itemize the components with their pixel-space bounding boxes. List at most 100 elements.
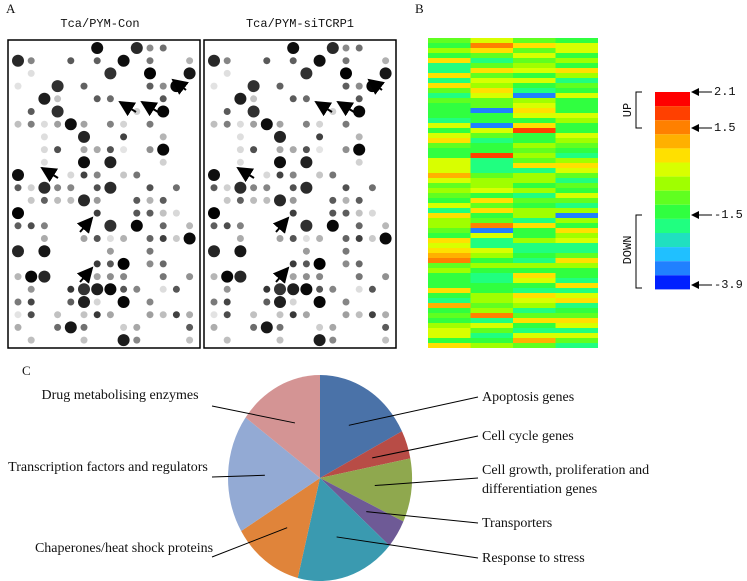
blot-spot <box>80 120 88 128</box>
blot-spot <box>289 57 297 65</box>
blot-spot <box>14 298 22 306</box>
blot-spot <box>93 196 101 204</box>
blot-spot <box>106 260 114 268</box>
blot-spot <box>27 184 35 192</box>
heat-cell <box>555 158 598 163</box>
blot-spot <box>355 133 363 141</box>
heat-cell <box>428 103 471 108</box>
heat-cell <box>513 293 556 298</box>
arrow <box>76 216 94 234</box>
heat-cell <box>513 283 556 288</box>
heat-cell <box>470 78 513 83</box>
blot-spot <box>316 235 324 242</box>
blot-spot <box>289 260 297 268</box>
blot-spot <box>133 336 141 344</box>
blot-spot <box>250 95 258 103</box>
heat-cell <box>555 198 598 203</box>
blot-spot <box>14 273 22 281</box>
heat-cell <box>470 273 513 278</box>
blot-spot <box>64 321 77 334</box>
blot-spot <box>14 184 22 192</box>
blot-spot <box>263 285 271 293</box>
heat-cell <box>513 43 556 48</box>
blot-spot <box>93 95 101 103</box>
colorbar-cell <box>655 134 690 149</box>
blot-spot <box>382 323 390 331</box>
heat-cell <box>470 293 513 298</box>
blot-spot <box>276 82 284 90</box>
blot-spot <box>93 184 101 192</box>
heat-cell <box>513 153 556 158</box>
heat-cell <box>470 203 513 208</box>
blot-spot <box>326 42 339 54</box>
blot-spot <box>223 57 231 65</box>
heatmap <box>428 38 598 348</box>
heat-cell <box>470 318 513 323</box>
heat-cell <box>555 48 598 53</box>
blot-spot <box>146 247 154 255</box>
heat-cell <box>555 238 598 243</box>
heat-cell <box>428 218 471 223</box>
pie-slice <box>245 375 320 478</box>
colorbar-cell <box>655 176 690 191</box>
heat-cell <box>555 88 598 93</box>
heat-cell <box>428 183 471 188</box>
heat-cell <box>470 193 513 198</box>
blot-spot <box>117 334 130 347</box>
colorbar-cell <box>655 233 690 248</box>
heat-cell <box>555 178 598 183</box>
heat-cell <box>555 253 598 258</box>
blot-spot <box>27 108 35 115</box>
blot-spot <box>93 260 101 268</box>
heat-cell <box>513 38 556 43</box>
blot-spot <box>67 171 75 179</box>
blot-spot <box>313 334 326 347</box>
arrow <box>272 216 290 234</box>
blot-spot <box>40 120 48 128</box>
heat-cell <box>555 263 598 268</box>
blot-spot <box>146 82 154 90</box>
blot-spot <box>274 194 286 207</box>
blot-spot <box>133 323 141 331</box>
blot-frame <box>203 39 397 349</box>
blot-spot <box>210 82 218 90</box>
heat-cell <box>555 283 598 288</box>
blot-spot <box>159 44 167 52</box>
blot-spot <box>221 270 234 283</box>
blot-spot <box>276 120 284 128</box>
heat-cell <box>513 223 556 228</box>
heat-cell <box>513 168 556 173</box>
blot-spot <box>51 80 64 93</box>
blot-spot <box>67 285 75 293</box>
blot-spot <box>93 171 101 179</box>
blot-spot <box>342 298 350 306</box>
blot-spot <box>106 273 114 281</box>
colorbar-tick-label: -3.9 <box>714 278 743 292</box>
heat-cell <box>428 48 471 53</box>
heat-cell <box>555 248 598 253</box>
blot-spot <box>78 130 90 143</box>
blot-spot <box>40 235 48 242</box>
heat-cell <box>470 153 513 158</box>
blot-spot <box>382 336 390 344</box>
blot-spot <box>120 120 128 128</box>
blot-spot <box>342 247 350 255</box>
blot-spot <box>342 146 350 154</box>
heat-cell <box>428 323 471 328</box>
heat-cell <box>428 83 471 88</box>
heat-cell <box>555 43 598 48</box>
blot-spot <box>104 156 117 169</box>
blot-spot <box>27 285 35 293</box>
blot-spot <box>159 158 167 166</box>
blot-spot <box>355 196 363 204</box>
heat-cell <box>513 118 556 123</box>
blot-spot <box>210 120 218 128</box>
blot-spot <box>329 285 337 293</box>
heat-cell <box>555 143 598 148</box>
blot-spot <box>133 209 141 217</box>
blot-spot <box>210 222 218 230</box>
blot-spot <box>274 130 286 143</box>
heat-cell <box>470 248 513 253</box>
blot-spot <box>210 298 218 306</box>
blot-spot <box>120 133 128 141</box>
